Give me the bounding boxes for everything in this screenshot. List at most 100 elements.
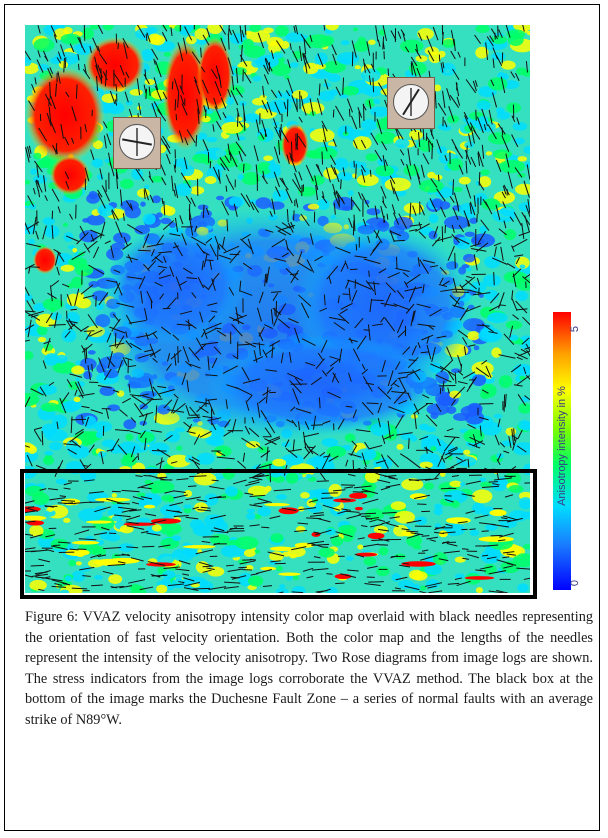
velocity-needle — [205, 374, 218, 377]
map-speckle — [247, 485, 269, 497]
velocity-needle — [65, 91, 70, 98]
velocity-needle — [295, 25, 299, 35]
velocity-needle — [205, 322, 222, 331]
velocity-needle — [413, 163, 421, 180]
map-speckle — [503, 270, 528, 284]
velocity-needle — [162, 220, 175, 231]
velocity-needle — [238, 121, 244, 128]
map-speckle — [107, 101, 125, 115]
velocity-needle — [211, 278, 216, 291]
velocity-needle — [358, 512, 377, 515]
velocity-needle — [390, 379, 398, 387]
velocity-needle — [75, 84, 78, 99]
velocity-needle — [229, 250, 241, 264]
map-speckle — [44, 353, 59, 366]
map-speckle — [522, 544, 530, 550]
velocity-needle — [163, 399, 173, 409]
velocity-needle — [355, 163, 357, 179]
velocity-needle — [83, 347, 87, 364]
velocity-needle — [230, 90, 239, 106]
velocity-needle — [274, 126, 281, 139]
velocity-needle — [298, 507, 317, 511]
velocity-needle — [455, 288, 469, 291]
map-speckle — [284, 74, 291, 80]
velocity-needle — [526, 349, 530, 357]
velocity-needle — [25, 533, 34, 536]
velocity-needle — [185, 405, 190, 416]
velocity-needle — [450, 50, 456, 60]
velocity-needle — [342, 77, 345, 95]
map-speckle — [32, 175, 48, 184]
velocity-needle — [278, 303, 287, 315]
map-speckle — [493, 191, 516, 204]
velocity-needle — [353, 214, 356, 232]
velocity-needle — [93, 532, 108, 536]
velocity-needle — [464, 149, 472, 165]
velocity-needle — [394, 587, 401, 590]
velocity-needle — [344, 260, 349, 270]
velocity-needle — [50, 545, 68, 550]
velocity-needle — [468, 133, 472, 147]
velocity-needle — [488, 590, 504, 593]
velocity-needle — [110, 245, 114, 259]
velocity-needle — [169, 501, 184, 507]
velocity-needle — [35, 576, 50, 580]
velocity-needle — [211, 423, 217, 431]
map-speckle — [102, 25, 114, 31]
map-speckle — [221, 121, 244, 134]
velocity-needle — [37, 50, 41, 58]
map-speckle — [459, 482, 466, 487]
map-speckle — [189, 186, 205, 195]
map-speckle — [252, 97, 268, 106]
map-speckle — [245, 30, 252, 36]
map-speckle — [327, 73, 341, 83]
velocity-needle — [197, 108, 200, 124]
velocity-needle — [466, 145, 468, 160]
velocity-needle — [371, 539, 389, 542]
velocity-needle — [183, 157, 188, 170]
velocity-needle — [333, 321, 346, 331]
velocity-needle — [516, 567, 530, 570]
velocity-needle — [48, 488, 58, 491]
velocity-needle — [315, 358, 325, 370]
velocity-needle — [251, 201, 260, 213]
velocity-needle — [162, 91, 168, 100]
velocity-needle — [64, 171, 70, 180]
velocity-needle — [301, 338, 316, 347]
map-speckle — [449, 390, 461, 399]
velocity-needle — [417, 32, 423, 41]
velocity-needle — [280, 124, 282, 137]
velocity-needle — [354, 317, 364, 329]
velocity-needle — [173, 393, 179, 399]
velocity-needle — [87, 314, 98, 329]
velocity-needle — [30, 314, 39, 318]
map-speckle — [285, 472, 299, 484]
velocity-needle — [242, 262, 253, 270]
velocity-needle — [372, 323, 383, 327]
map-speckle — [298, 506, 305, 512]
velocity-needle — [54, 583, 63, 586]
map-speckle — [35, 159, 52, 169]
velocity-needle — [111, 585, 124, 589]
map-speckle — [512, 122, 528, 131]
velocity-needle — [135, 475, 143, 477]
map-speckle — [25, 224, 36, 235]
velocity-needle — [223, 430, 233, 437]
velocity-needle — [449, 94, 460, 108]
velocity-needle — [507, 171, 513, 189]
velocity-needle — [418, 221, 422, 229]
velocity-needle — [175, 276, 182, 291]
velocity-needle — [447, 245, 455, 261]
velocity-needle — [51, 225, 54, 240]
velocity-needle — [42, 360, 47, 369]
velocity-needle — [223, 245, 240, 254]
velocity-needle — [321, 497, 333, 499]
velocity-needle — [241, 29, 245, 38]
velocity-needle — [211, 272, 220, 282]
map-speckle — [487, 77, 508, 91]
velocity-needle — [129, 509, 142, 512]
velocity-needle — [263, 585, 273, 588]
velocity-needle — [345, 405, 353, 408]
velocity-needle — [298, 171, 303, 181]
velocity-needle — [408, 478, 420, 482]
